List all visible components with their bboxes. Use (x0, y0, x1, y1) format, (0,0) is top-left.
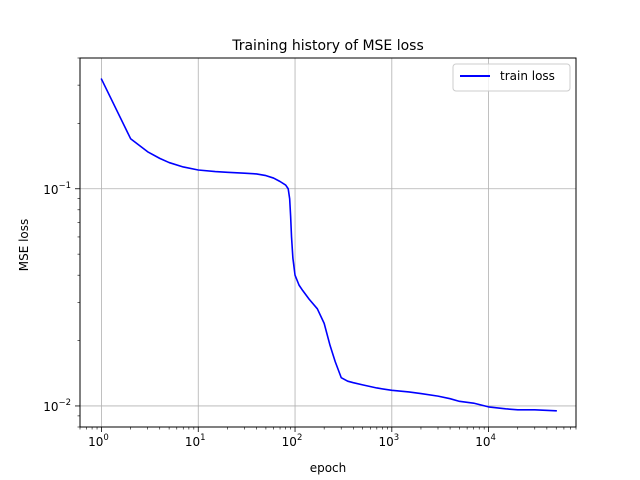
legend: train loss (452, 63, 571, 92)
x-tick-label: 104 (475, 433, 496, 449)
x-tick-label: 102 (282, 433, 303, 449)
series-layer (100, 78, 558, 412)
x-tick-label: 103 (378, 433, 399, 449)
ticks: 100 101 102 103 104 10−2 10−1 (43, 57, 577, 449)
legend-box (452, 63, 571, 92)
grid (80, 58, 576, 427)
y-axis-label: MSE loss (17, 219, 31, 272)
series-line-train-loss (100, 78, 558, 412)
y-tick-label: 10−1 (43, 181, 71, 197)
chart-title: Training history of MSE loss (231, 38, 424, 54)
y-tick-label: 10−2 (43, 398, 71, 414)
x-tick-label: 101 (185, 433, 206, 449)
legend-label-train-loss: train loss (500, 69, 555, 83)
plot-frame (79, 57, 577, 428)
x-axis-label: epoch (310, 461, 347, 475)
x-tick-label: 100 (88, 433, 109, 449)
